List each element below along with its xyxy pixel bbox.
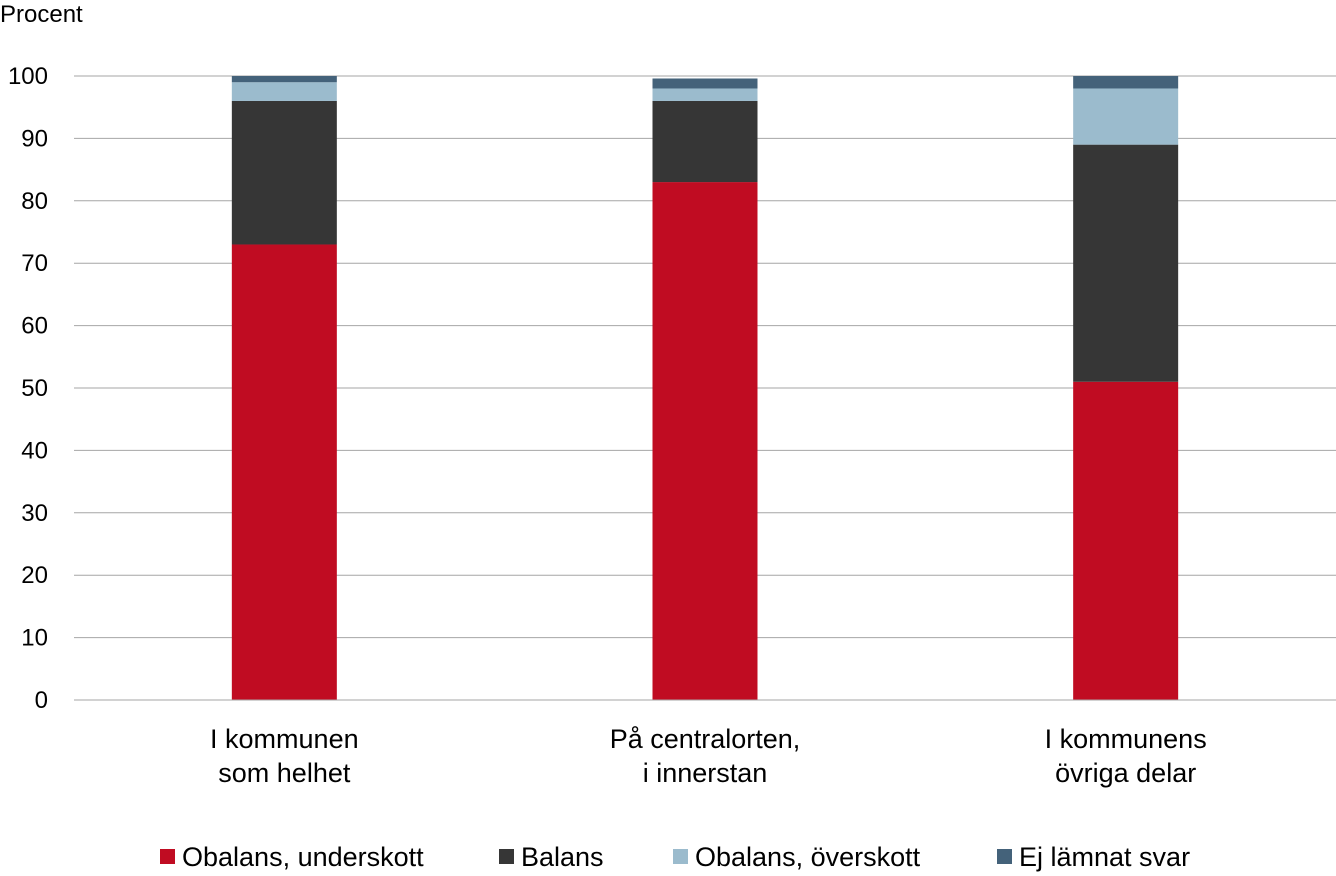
bar-segment <box>231 100 337 245</box>
x-tick-label: I kommunens <box>1045 724 1207 754</box>
x-tick-label: På centralorten, <box>610 724 801 754</box>
x-tick-label: som helhet <box>218 758 351 788</box>
y-tick-label: 30 <box>21 500 48 527</box>
bar-segment <box>231 76 337 83</box>
legend-swatch <box>499 849 514 864</box>
y-tick-label: 0 <box>35 687 48 714</box>
bar-segment <box>231 244 337 701</box>
y-axis-label: Procent <box>0 1 83 28</box>
y-tick-label: 60 <box>21 313 48 340</box>
bar-segment <box>231 82 337 101</box>
x-tick-label: I kommunen <box>210 724 359 754</box>
y-tick-label: 90 <box>21 125 48 152</box>
bar-segment <box>652 78 758 89</box>
legend-label: Obalans, överskott <box>695 842 921 872</box>
x-axis-labels: I kommunen som helhet På centralorten, i in… <box>210 724 1207 788</box>
legend: Obalans, underskott Balans Obalans, översk… <box>160 842 1190 872</box>
y-tick-label: 20 <box>21 562 48 589</box>
x-tick-label: övriga delar <box>1055 758 1196 788</box>
bars <box>231 76 1179 701</box>
legend-label: Balans <box>521 842 604 872</box>
y-tick-label: 70 <box>21 250 48 277</box>
bar-segment <box>652 100 758 183</box>
y-tick-label: 80 <box>21 188 48 215</box>
y-tick-label: 100 <box>8 63 48 90</box>
legend-label: Obalans, underskott <box>182 842 424 872</box>
legend-label: Ej lämnat svar <box>1019 842 1190 872</box>
bar-segment <box>1073 144 1179 382</box>
y-axis-ticks: 0 10 20 30 40 50 60 70 80 90 100 <box>8 63 48 714</box>
y-tick-label: 40 <box>21 437 48 464</box>
bar-segment <box>652 182 758 700</box>
x-tick-label: i innerstan <box>643 758 768 788</box>
bar-segment <box>1073 88 1179 145</box>
bar-segment <box>652 88 758 101</box>
legend-swatch <box>997 849 1012 864</box>
y-tick-label: 50 <box>21 375 48 402</box>
legend-swatch <box>673 849 688 864</box>
y-tick-label: 10 <box>21 625 48 652</box>
legend-swatch <box>160 849 175 864</box>
bar-segment <box>1073 76 1179 89</box>
bar-segment <box>1073 381 1179 700</box>
